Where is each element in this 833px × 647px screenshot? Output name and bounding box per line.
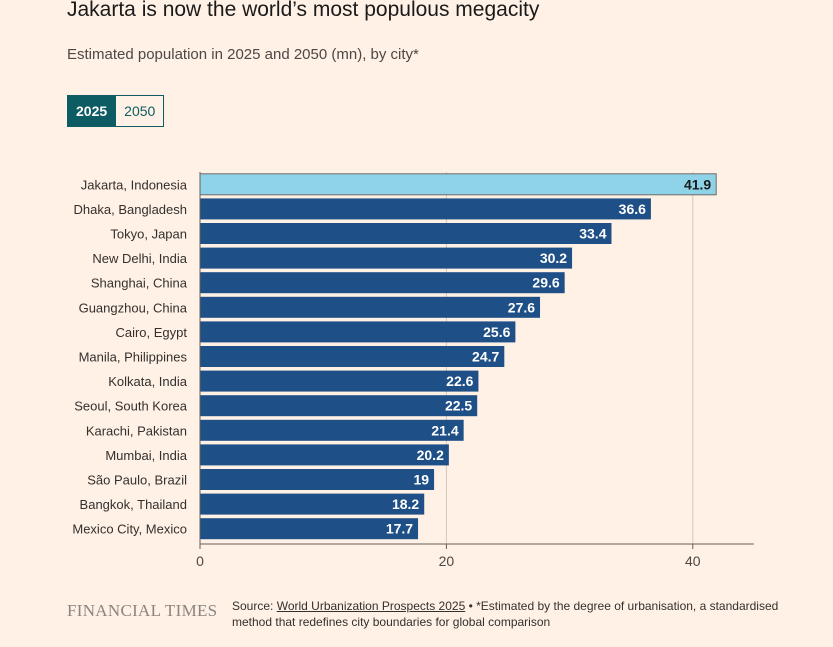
category-label-2: Tokyo, Japan xyxy=(110,227,187,242)
bar-8 xyxy=(200,370,479,392)
value-label-4: 29.6 xyxy=(532,275,559,291)
bar-2 xyxy=(200,223,612,244)
category-label-7: Manila, Philippines xyxy=(79,350,188,365)
year-toggle: 2025 2050 xyxy=(67,95,165,127)
toggle-2025-button[interactable]: 2025 xyxy=(67,95,117,127)
category-label-5: Guangzhou, China xyxy=(79,300,188,315)
x-tick-label-20: 20 xyxy=(439,553,455,569)
x-tick-label-40: 40 xyxy=(685,553,701,569)
value-label-3: 30.2 xyxy=(540,250,567,266)
bar-14 xyxy=(200,518,419,540)
category-label-14: Mexico City, Mexico xyxy=(72,522,187,537)
bar-13 xyxy=(200,493,425,515)
bar-9 xyxy=(200,395,478,417)
category-label-6: Cairo, Egypt xyxy=(115,325,187,340)
bar-0 xyxy=(199,173,717,196)
bar-3 xyxy=(200,247,573,269)
toggle-2050-button[interactable]: 2050 xyxy=(116,95,165,127)
category-label-10: Karachi, Pakistan xyxy=(86,423,187,438)
category-label-3: New Delhi, India xyxy=(92,251,187,266)
bar-11 xyxy=(200,444,449,466)
chart-title: Jakarta is now the world’s most populous… xyxy=(67,0,540,21)
value-label-14: 17.7 xyxy=(386,521,413,537)
value-label-10: 21.4 xyxy=(431,422,458,438)
bar-12 xyxy=(200,469,435,490)
category-label-8: Kolkata, India xyxy=(108,374,188,389)
value-label-9: 22.5 xyxy=(445,398,472,414)
value-label-5: 27.6 xyxy=(508,299,535,315)
bars: 41.9 36.6 33.4 30.2 29.6 27.6 25.6 24.7 22.6 22.5… xyxy=(199,173,717,540)
category-label-12: São Paulo, Brazil xyxy=(87,473,187,488)
category-labels: Jakarta, Indonesia Dhaka, Bangladesh Tokyo… xyxy=(72,177,187,536)
value-label-0: 41.9 xyxy=(684,176,711,192)
bar-7 xyxy=(200,346,505,367)
bar-6 xyxy=(200,321,516,343)
value-label-8: 22.6 xyxy=(446,373,473,389)
bar-10 xyxy=(200,419,464,441)
bar-5 xyxy=(200,296,541,318)
value-label-7: 24.7 xyxy=(472,349,499,365)
bar-chart: 41.9 36.6 33.4 30.2 29.6 27.6 25.6 24.7 22.6 22.5… xyxy=(72,172,754,569)
bar-4 xyxy=(200,272,565,294)
source-footnote: • *Estimated by the degree of urbanisati… xyxy=(232,599,779,629)
category-label-9: Seoul, South Korea xyxy=(74,399,188,414)
category-label-0: Jakarta, Indonesia xyxy=(81,177,188,192)
x-axis: 0 20 40 xyxy=(196,172,754,569)
ft-logo: FINANCIAL TIMES xyxy=(67,601,218,620)
value-label-1: 36.6 xyxy=(619,201,646,217)
value-label-2: 33.4 xyxy=(579,226,606,242)
chart-subtitle: Estimated population in 2025 and 2050 (m… xyxy=(67,46,419,63)
x-tick-label-0: 0 xyxy=(196,553,204,569)
bar-1 xyxy=(200,198,651,220)
category-label-13: Bangkok, Thailand xyxy=(80,497,187,512)
category-label-4: Shanghai, China xyxy=(91,276,188,291)
source-note: Source: World Urbanization Prospects 202… xyxy=(232,598,792,630)
value-label-11: 20.2 xyxy=(417,447,444,463)
value-label-6: 25.6 xyxy=(483,324,510,340)
source-link[interactable]: World Urbanization Prospects 2025 xyxy=(276,599,466,613)
value-label-12: 19 xyxy=(414,472,430,488)
category-label-1: Dhaka, Bangladesh xyxy=(74,202,187,217)
source-prefix: Source: xyxy=(232,599,277,613)
value-label-13: 18.2 xyxy=(392,496,419,512)
category-label-11: Mumbai, India xyxy=(105,448,187,463)
